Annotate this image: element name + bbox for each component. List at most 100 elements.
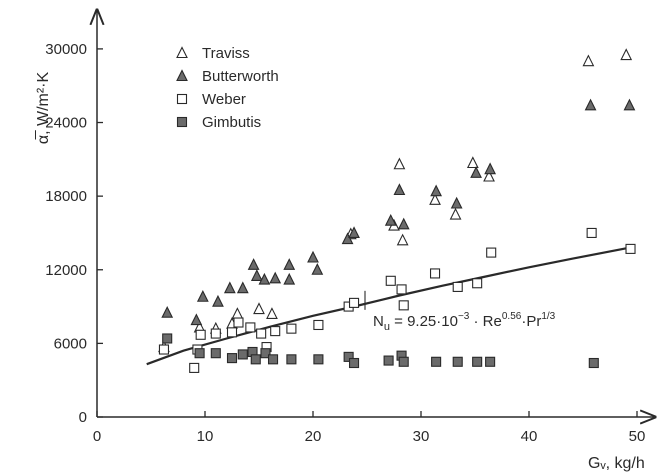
x-tick-label: 50 [629, 428, 646, 445]
point-butterworth [311, 263, 324, 275]
formula-pr: ·Pr [521, 313, 541, 330]
ticks: 0 10 20 30 40 50 0 6000 12000 18000 24000 30000 [45, 41, 645, 445]
series-weber [158, 227, 636, 373]
point-butterworth [236, 281, 249, 294]
annotation: Nu = 9.25·10−3 · Re0.56·Pr1/3 [364, 290, 556, 333]
y-tick-label: 6000 [54, 335, 87, 352]
point-gimbutis [485, 356, 496, 367]
legend-marker [176, 93, 188, 105]
point-weber [158, 344, 170, 355]
point-weber [452, 281, 463, 292]
point-weber [245, 322, 256, 333]
legend-marker [176, 69, 188, 82]
formula-sub: u [384, 321, 390, 333]
legend: Traviss Butterworth Weber Gimbutis [176, 45, 279, 131]
point-traviss [620, 48, 633, 61]
x-tick-label: 40 [521, 428, 538, 445]
data-points [158, 48, 636, 373]
point-butterworth [341, 232, 354, 245]
point-butterworth [348, 226, 360, 238]
x-tick-label: 0 [93, 428, 101, 445]
point-traviss [266, 307, 278, 319]
point-butterworth [450, 196, 463, 209]
point-gimbutis [383, 355, 394, 366]
point-weber [270, 326, 281, 337]
point-traviss [483, 169, 495, 182]
x-tick-label: 10 [197, 428, 214, 445]
annotation-formula: Nu = 9.25·10−3 · Re0.56·Pr1/3 [373, 311, 556, 333]
point-butterworth [258, 272, 271, 285]
y-axis-label: α̅, W/m²·K [34, 72, 52, 145]
point-gimbutis [237, 349, 248, 360]
point-weber [429, 268, 441, 279]
fit-line [146, 246, 630, 366]
point-weber [385, 275, 396, 286]
point-weber [286, 323, 297, 334]
point-butterworth [397, 217, 410, 230]
point-weber [472, 278, 483, 289]
point-gimbutis [286, 354, 297, 365]
point-butterworth [470, 166, 482, 178]
point-weber [348, 297, 360, 308]
formula-n: N [373, 313, 384, 330]
point-weber [256, 328, 267, 339]
point-gimbutis [343, 351, 354, 362]
point-weber [233, 317, 244, 328]
point-gimbutis [267, 354, 279, 365]
point-butterworth [393, 183, 406, 196]
point-butterworth [196, 290, 209, 302]
point-weber [586, 227, 597, 238]
y-tick-label: 24000 [45, 115, 87, 132]
legend-label: Butterworth [202, 68, 279, 85]
point-gimbutis [431, 356, 442, 367]
point-weber [189, 362, 200, 373]
point-gimbutis [194, 348, 205, 359]
point-traviss [396, 233, 409, 246]
point-weber [398, 300, 409, 311]
point-gimbutis [250, 354, 261, 365]
point-butterworth [269, 271, 282, 284]
legend-marker [176, 46, 188, 59]
point-weber [486, 247, 497, 258]
formula-exp1: −3 [458, 311, 470, 322]
y-tick-label: 18000 [45, 188, 87, 205]
formula-coef: = 9.25·10 [390, 313, 458, 330]
y-tick-label: 12000 [45, 262, 87, 279]
legend-label: Gimbutis [202, 114, 261, 131]
formula-re: · Re [469, 313, 502, 330]
point-weber [313, 319, 324, 331]
point-butterworth [384, 213, 397, 226]
series-butterworth [161, 98, 636, 326]
axes [97, 10, 655, 417]
point-butterworth [307, 250, 319, 263]
y-tick-label: 0 [79, 409, 87, 426]
formula-exp2: 0.56 [502, 311, 522, 322]
point-weber [210, 328, 221, 339]
point-butterworth [584, 98, 597, 111]
x-axis-label: Gᵥ, kg/h [588, 455, 645, 472]
point-weber [226, 327, 238, 338]
point-gimbutis [348, 357, 360, 369]
point-butterworth [212, 294, 224, 307]
point-traviss [582, 54, 595, 67]
point-butterworth [161, 305, 174, 318]
point-butterworth [623, 98, 636, 111]
point-gimbutis [260, 348, 271, 359]
legend-label: Traviss [202, 45, 250, 62]
point-weber [396, 284, 407, 295]
point-traviss [393, 157, 406, 170]
formula-exp3: 1/3 [541, 311, 555, 322]
y-tick-label: 30000 [45, 41, 87, 58]
point-butterworth [223, 281, 236, 294]
point-gimbutis [313, 354, 324, 365]
point-gimbutis [210, 348, 221, 359]
point-traviss [429, 193, 441, 205]
point-weber [195, 329, 206, 340]
point-butterworth [247, 258, 260, 270]
point-traviss [253, 302, 265, 315]
point-traviss [466, 156, 479, 169]
x-tick-label: 30 [413, 428, 430, 445]
point-gimbutis [472, 356, 483, 367]
point-butterworth [283, 258, 296, 270]
